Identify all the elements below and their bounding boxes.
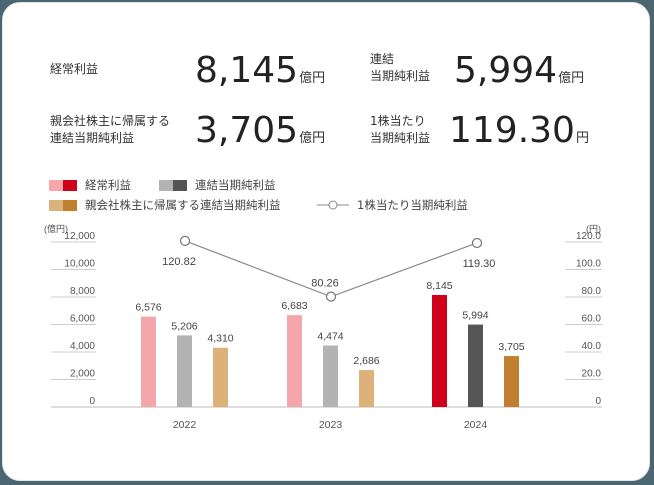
left-axis-tick: 8,000 — [70, 286, 95, 297]
legend-swatch-dark — [173, 179, 187, 191]
kpi-unit: 億円 — [558, 71, 585, 86]
kpi-unit: 億円 — [299, 71, 326, 86]
left-axis-tick: 6,000 — [70, 314, 95, 325]
right-axis-unit: (円) — [586, 224, 601, 234]
bar-value-label: 6,576 — [135, 302, 161, 314]
legend-swatch-dark — [63, 179, 77, 191]
legend-swatch-light — [49, 199, 63, 211]
bar-value-label: 5,206 — [171, 320, 197, 332]
eps-value-label: 80.26 — [311, 278, 339, 290]
kpi-eps-label: 1株当たり 当期純利益 — [370, 113, 430, 147]
legend-item-ordinary-profit: 経常利益 — [49, 177, 131, 193]
kpi-label-line: 連結 — [370, 52, 395, 66]
kpi-label-line: 当期純利益 — [370, 69, 431, 83]
left-axis-tick: 4,000 — [70, 341, 95, 352]
kpi-value-number: 8,145 — [195, 50, 299, 91]
right-axis-tick: 0 — [595, 396, 601, 407]
bar-value-label: 4,310 — [207, 333, 233, 345]
x-axis-category: 2024 — [464, 419, 488, 431]
legend-swatch-light — [159, 179, 173, 191]
legend-label: 1株当たり当期純利益 — [357, 198, 468, 212]
kpi-consolidated-net-income-value: 5,994億円 — [454, 51, 584, 99]
legend-label: 連結当期純利益 — [195, 178, 276, 192]
legend-label: 親会社株主に帰属する連結当期純利益 — [85, 198, 281, 212]
left-axis-tick: 2,000 — [70, 369, 95, 380]
kpi-parent-net-income-value: 3,705億円 — [195, 111, 325, 159]
bar-value-label: 2,686 — [353, 355, 379, 367]
x-axis-category: 2023 — [319, 419, 343, 431]
line-marker-icon — [317, 200, 349, 210]
eps-point-marker — [471, 237, 483, 249]
kpi-value-number: 3,705 — [195, 110, 299, 151]
right-axis-tick: 80.0 — [582, 286, 602, 297]
eps-value-label: 119.30 — [463, 258, 496, 270]
kpi-unit: 億円 — [299, 131, 326, 146]
kpi-value-number: 5,994 — [454, 50, 558, 91]
bar — [213, 347, 228, 407]
legend-swatch-light — [49, 179, 63, 191]
bar-value-label: 5,994 — [462, 310, 488, 322]
bar — [432, 295, 447, 407]
kpi-ordinary-profit-value: 8,145億円 — [195, 51, 325, 99]
right-axis-tick: 40.0 — [582, 341, 602, 352]
kpi-label-line: 当期純利益 — [370, 131, 431, 145]
bar — [504, 356, 519, 407]
kpi-eps-value: 119.30円 — [449, 111, 589, 159]
kpi-label-line: 経常利益 — [50, 62, 99, 76]
kpi-value-number: 119.30 — [449, 110, 575, 151]
x-axis-category: 2022 — [173, 419, 197, 431]
bar-value-label: 4,474 — [317, 330, 343, 342]
legend-item-consolidated-net-income: 連結当期純利益 — [159, 177, 276, 193]
bar — [141, 316, 156, 407]
bar — [468, 324, 483, 407]
bar — [287, 315, 302, 407]
bar-value-label: 3,705 — [498, 341, 524, 353]
legend-item-eps: 1株当たり当期純利益 — [315, 197, 468, 213]
kpi-ordinary-profit-label: 経常利益 — [50, 61, 98, 78]
legend-swatch-dark — [63, 199, 77, 211]
right-axis-tick: 120.0 — [576, 231, 601, 242]
bar-value-label: 6,683 — [281, 300, 307, 312]
bar — [177, 335, 192, 407]
kpi-consolidated-net-income-label: 連結 当期純利益 — [370, 51, 430, 85]
bar — [359, 370, 374, 407]
kpi-label-line: 1株当たり — [370, 114, 426, 128]
left-axis-tick: 12,000 — [64, 231, 95, 242]
kpi-label-line: 親会社株主に帰属する — [50, 114, 171, 128]
right-axis-tick: 20.0 — [582, 369, 602, 380]
bar-value-label: 8,145 — [426, 280, 452, 292]
eps-point-marker — [325, 291, 337, 302]
left-axis-tick: 0 — [89, 396, 95, 407]
right-axis-tick: 100.0 — [576, 259, 601, 270]
kpi-unit: 円 — [575, 131, 589, 146]
legend-label: 経常利益 — [85, 178, 131, 192]
legend-item-parent-net-income: 親会社株主に帰属する連結当期純利益 — [49, 197, 281, 213]
kpi-label-line: 連結当期純利益 — [50, 131, 135, 145]
eps-point-marker — [179, 235, 191, 246]
kpi-parent-net-income-label: 親会社株主に帰属する 連結当期純利益 — [50, 113, 170, 147]
bar — [323, 345, 338, 407]
left-axis-tick: 10,000 — [64, 259, 95, 270]
left-axis-unit: (億円) — [44, 223, 68, 234]
eps-value-label: 120.82 — [162, 256, 196, 268]
right-axis-tick: 60.0 — [582, 314, 602, 325]
